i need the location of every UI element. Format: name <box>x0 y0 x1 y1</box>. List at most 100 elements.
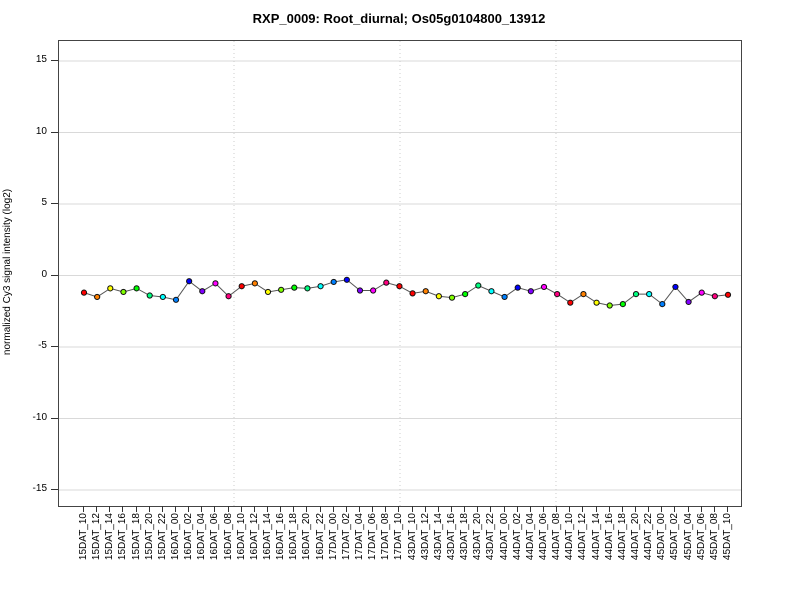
data-point <box>251 280 258 287</box>
data-point <box>396 283 403 290</box>
x-tick-mark <box>451 506 452 512</box>
x-tick-label: 16DAT_12 <box>248 513 260 561</box>
x-tick-label: 45DAT_10 <box>722 513 733 561</box>
x-tick-label: 44DAT_20 <box>630 513 641 561</box>
x-tick-label: 45DAT_00 <box>656 513 668 561</box>
x-tick-label: 45DAT_06 <box>695 513 707 561</box>
data-point <box>94 293 101 301</box>
data-point <box>159 293 166 301</box>
x-tick-mark <box>464 506 466 512</box>
y-axis-title: normalized Cy3 signal intensity (log2) <box>2 188 13 356</box>
data-point <box>659 301 666 308</box>
x-tick-mark <box>621 506 623 512</box>
x-tick-mark <box>148 506 150 512</box>
plot-area <box>58 40 742 507</box>
x-tick-mark <box>687 506 689 512</box>
x-tick-mark <box>700 506 702 512</box>
x-tick-label: 44DAT_08 <box>551 513 563 561</box>
x-tick-label: 17DAT_06 <box>367 513 379 561</box>
x-tick-label: 16DAT_06 <box>209 513 221 561</box>
data-point <box>278 286 285 293</box>
data-point <box>133 285 140 292</box>
x-tick-mark <box>608 506 610 512</box>
x-tick-label: 43DAT_16 <box>446 513 457 561</box>
x-tick-label: 15DAT_14 <box>104 513 116 561</box>
x-tick-label: 17DAT_04 <box>354 513 365 561</box>
x-tick-mark <box>267 506 268 512</box>
series-line <box>83 279 729 307</box>
x-tick-mark <box>727 506 728 512</box>
data-point <box>330 278 337 286</box>
y-tick-mark <box>51 489 58 490</box>
data-point <box>317 283 324 290</box>
x-tick-label: 16DAT_16 <box>275 513 287 561</box>
x-tick-mark <box>385 506 387 512</box>
x-tick-label: 45DAT_04 <box>682 513 694 561</box>
x-tick-mark <box>398 506 400 512</box>
data-point <box>632 290 640 298</box>
data-point <box>212 280 219 287</box>
y-tick-label: 0 <box>41 268 47 280</box>
x-tick-mark <box>201 506 203 512</box>
x-tick-mark <box>227 506 229 512</box>
x-tick-label: 17DAT_10 <box>393 513 405 561</box>
data-point <box>356 287 364 294</box>
x-tick-mark <box>437 506 439 512</box>
data-point <box>435 293 442 300</box>
data-point <box>698 289 705 296</box>
x-tick-mark <box>372 506 374 512</box>
data-point <box>685 298 692 306</box>
data-point <box>672 283 679 291</box>
x-tick-label: 43DAT_12 <box>419 513 431 561</box>
x-tick-mark <box>582 506 584 512</box>
data-point <box>225 293 232 300</box>
data-point <box>488 288 495 295</box>
data-point <box>107 285 114 292</box>
x-tick-label: 17DAT_02 <box>340 513 352 561</box>
x-tick-label: 44DAT_12 <box>577 513 589 561</box>
x-tick-mark <box>175 506 176 512</box>
x-tick-mark <box>569 506 571 512</box>
data-point <box>199 288 206 295</box>
x-tick-mark <box>319 506 321 512</box>
x-tick-mark <box>188 506 190 512</box>
y-tick-label: -15 <box>32 483 47 494</box>
data-point <box>593 299 600 306</box>
data-point <box>383 279 390 286</box>
data-point <box>646 290 653 298</box>
x-tick-mark <box>556 506 558 512</box>
x-tick-label: 43DAT_18 <box>459 513 471 561</box>
x-tick-label: 15DAT_10 <box>78 513 89 561</box>
data-point <box>462 290 469 298</box>
data-point <box>554 290 561 298</box>
data-point <box>422 288 429 295</box>
data-point <box>304 285 311 292</box>
x-tick-label: 44DAT_00 <box>498 513 510 561</box>
x-tick-mark <box>345 506 347 512</box>
x-tick-label: 16DAT_08 <box>222 513 234 561</box>
data-point <box>619 301 626 308</box>
x-tick-mark <box>161 506 163 512</box>
data-point <box>475 282 482 289</box>
data-point <box>264 288 272 296</box>
y-tick-label: -5 <box>38 340 47 351</box>
x-tick-label: 44DAT_22 <box>643 513 655 561</box>
x-tick-label: 44DAT_14 <box>590 513 602 561</box>
chart-title: RXP_0009: Root_diurnal; Os05g0104800_139… <box>252 11 546 26</box>
data-point <box>724 291 732 298</box>
x-tick-mark <box>490 506 492 512</box>
x-tick-mark <box>516 506 518 512</box>
y-tick-mark <box>51 131 58 133</box>
x-tick-label: 16DAT_02 <box>183 513 195 561</box>
x-tick-label: 16DAT_22 <box>314 513 326 561</box>
x-tick-label: 16DAT_04 <box>196 513 208 561</box>
x-tick-label: 16DAT_20 <box>301 513 313 561</box>
x-tick-label: 16DAT_14 <box>262 513 273 561</box>
x-tick-mark <box>253 506 255 512</box>
data-point <box>172 296 180 303</box>
data-point <box>514 284 521 291</box>
data-point <box>343 276 350 283</box>
x-tick-mark <box>332 506 334 512</box>
x-tick-mark <box>109 506 111 512</box>
